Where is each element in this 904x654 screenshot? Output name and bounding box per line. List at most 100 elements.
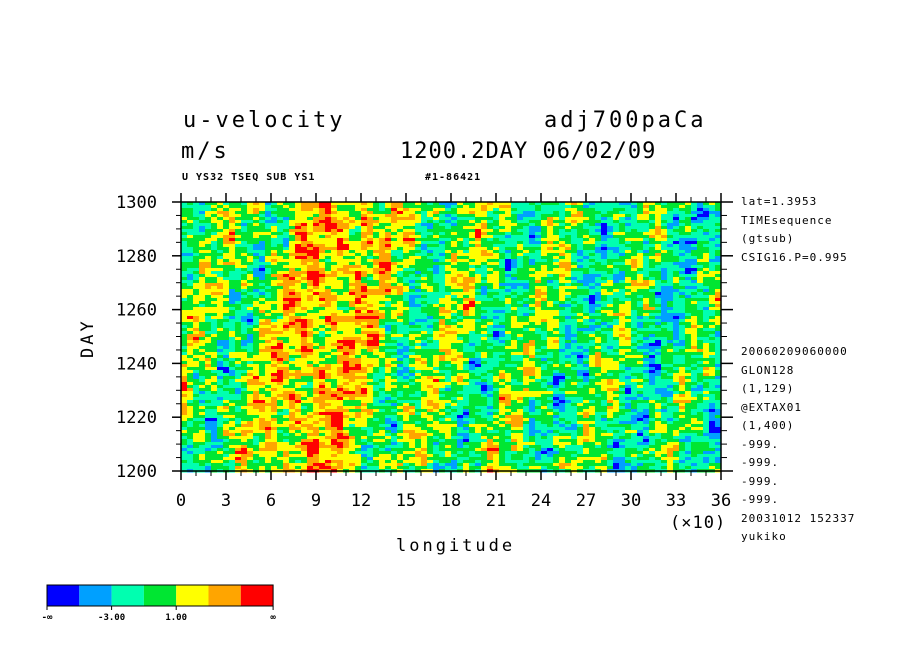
heatmap-cell <box>697 235 704 239</box>
heatmap-cell <box>583 340 590 344</box>
heatmap-cell <box>637 268 644 272</box>
heatmap-cell <box>355 247 362 251</box>
heatmap-cell <box>709 349 716 353</box>
heatmap-cell <box>631 313 638 317</box>
heatmap-cell <box>667 262 674 266</box>
heatmap-cell <box>199 289 206 293</box>
heatmap-cell <box>379 247 386 251</box>
heatmap-cell <box>391 205 398 209</box>
heatmap-cell <box>541 256 548 260</box>
heatmap-cell <box>709 340 716 344</box>
heatmap-cell <box>325 271 332 275</box>
heatmap-cell <box>715 331 722 335</box>
heatmap-cell <box>433 292 440 296</box>
heatmap-cell <box>517 304 524 308</box>
heatmap-cell <box>571 229 578 233</box>
heatmap-cell <box>601 358 608 362</box>
heatmap-cell <box>547 235 554 239</box>
heatmap-cell <box>415 214 422 218</box>
heatmap-cell <box>283 253 290 257</box>
heatmap-cell <box>469 244 476 248</box>
heatmap-cell <box>403 244 410 248</box>
heatmap-cell <box>205 253 212 257</box>
heatmap-cell <box>601 355 608 359</box>
heatmap-cell <box>703 277 710 281</box>
heatmap-cell <box>247 307 254 311</box>
heatmap-cell <box>613 310 620 314</box>
heatmap-cell <box>613 217 620 221</box>
heatmap-cell <box>529 265 536 269</box>
heatmap-cell <box>439 337 446 341</box>
heatmap-cell <box>691 274 698 278</box>
heatmap-cell <box>535 334 542 338</box>
heatmap-cell <box>637 259 644 263</box>
heatmap-cell <box>535 340 542 344</box>
heatmap-cell <box>697 361 704 365</box>
heatmap-cell <box>667 328 674 332</box>
heatmap-cell <box>433 271 440 275</box>
heatmap-cell <box>223 352 230 356</box>
heatmap-cell <box>301 211 308 215</box>
heatmap-cell <box>637 217 644 221</box>
heatmap-cell <box>673 328 680 332</box>
heatmap-cell <box>181 340 188 344</box>
heatmap-cell <box>601 352 608 356</box>
heatmap-cell <box>505 289 512 293</box>
heatmap-cell <box>397 361 404 365</box>
heatmap-cell <box>415 337 422 341</box>
heatmap-cell <box>583 322 590 326</box>
heatmap-cell <box>325 340 332 344</box>
heatmap-cell <box>217 250 224 254</box>
heatmap-cell <box>487 232 494 236</box>
heatmap-cell <box>397 334 404 338</box>
heatmap-cell <box>685 241 692 245</box>
heatmap-cell <box>307 241 314 245</box>
heatmap-cell <box>577 244 584 248</box>
heatmap-cell <box>619 331 626 335</box>
heatmap-cell <box>421 217 428 221</box>
heatmap-cell <box>457 304 464 308</box>
heatmap-cell <box>199 316 206 320</box>
heatmap-cell <box>235 364 242 368</box>
heatmap-cell <box>577 262 584 266</box>
heatmap-cell <box>613 358 620 362</box>
heatmap-cell <box>379 328 386 332</box>
heatmap-cell <box>229 214 236 218</box>
heatmap-cell <box>529 277 536 281</box>
heatmap-cell <box>259 256 266 260</box>
heatmap-cell <box>265 298 272 302</box>
heatmap-cell <box>667 208 674 212</box>
heatmap-cell <box>373 214 380 218</box>
heatmap-cell <box>451 337 458 341</box>
heatmap-cell <box>229 253 236 257</box>
heatmap-cell <box>505 283 512 287</box>
heatmap-cell <box>673 346 680 350</box>
heatmap-cell <box>511 361 518 365</box>
heatmap-cell <box>523 307 530 311</box>
heatmap-cell <box>619 214 626 218</box>
heatmap-cell <box>499 364 506 368</box>
heatmap-cell <box>403 304 410 308</box>
heatmap-cell <box>403 256 410 260</box>
heatmap-cell <box>499 346 506 350</box>
heatmap-cell <box>301 310 308 314</box>
heatmap-cell <box>397 262 404 266</box>
heatmap-cell <box>391 253 398 257</box>
heatmap-cell <box>241 349 248 353</box>
heatmap-cell <box>223 256 230 260</box>
heatmap-cell <box>205 292 212 296</box>
heatmap-cell <box>433 316 440 320</box>
heatmap-cell <box>655 352 662 356</box>
heatmap-cell <box>361 223 368 227</box>
heatmap-cell <box>307 337 314 341</box>
heatmap-cell <box>415 262 422 266</box>
heatmap-cell <box>397 241 404 245</box>
heatmap-cell <box>349 256 356 260</box>
heatmap-cell <box>307 277 314 281</box>
heatmap-cell <box>619 316 626 320</box>
heatmap-cell <box>319 280 326 284</box>
heatmap-cell <box>697 232 704 236</box>
heatmap-cell <box>247 325 254 329</box>
heatmap-cell <box>355 226 362 230</box>
heatmap-cell <box>397 358 404 362</box>
